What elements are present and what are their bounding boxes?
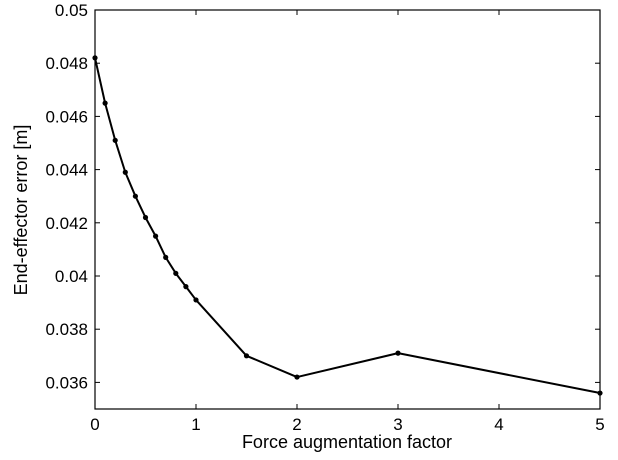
data-point (243, 353, 250, 359)
y-tick-label: 0.044 (45, 161, 88, 180)
y-tick-label: 0.036 (45, 373, 88, 392)
data-point (597, 390, 603, 396)
data-point (142, 214, 149, 221)
x-axis-ticks: 0 1 2 3 4 5 (90, 10, 605, 434)
data-point (395, 350, 401, 356)
data-point (163, 254, 169, 260)
data-point (112, 137, 118, 143)
plot-area (94, 9, 601, 410)
y-tick-label: 0.046 (45, 107, 88, 126)
y-tick-label: 0.05 (55, 1, 88, 20)
data-point (294, 374, 300, 380)
x-tick-label: 1 (191, 415, 200, 434)
data-point (102, 100, 108, 106)
y-tick-label: 0.048 (45, 54, 88, 73)
y-axis-ticks: 0.036 0.038 0.04 0.042 0.044 0.046 0.048 0.05 (45, 1, 600, 392)
data-point (183, 284, 189, 290)
x-tick-label: 2 (292, 415, 301, 434)
y-axis-label: End-effector error [m] (11, 125, 31, 296)
series-layer (92, 55, 603, 396)
x-tick-label: 4 (494, 415, 503, 434)
data-point (153, 233, 159, 239)
data-point (173, 270, 179, 276)
data-point (193, 297, 199, 303)
x-axis-label: Force augmentation factor (242, 432, 452, 452)
data-point (132, 193, 138, 199)
y-tick-label: 0.04 (55, 267, 88, 286)
x-tick-label: 0 (90, 415, 99, 434)
y-tick-label: 0.042 (45, 214, 88, 233)
data-point (122, 169, 128, 175)
x-tick-label: 3 (393, 415, 402, 434)
x-tick-label: 5 (595, 415, 604, 434)
y-tick-label: 0.038 (45, 320, 88, 339)
plot-frame (94, 9, 601, 410)
data-point (92, 55, 98, 61)
